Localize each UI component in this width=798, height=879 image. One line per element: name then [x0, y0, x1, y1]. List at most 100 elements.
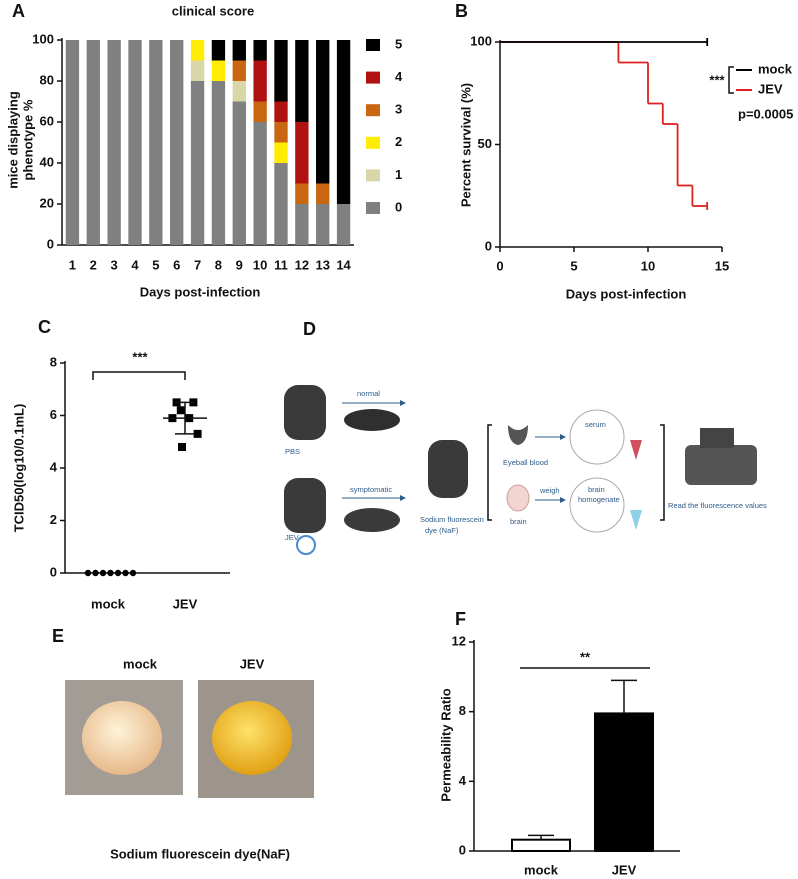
bar-segment — [336, 204, 351, 245]
diagram: normal PBS symptomatic JEV Sodium fluore… — [284, 385, 767, 555]
bar-segment — [86, 40, 100, 245]
x-axis-label: Days post-infection — [566, 286, 687, 301]
x-tick-label: JEV — [173, 596, 198, 611]
panel-letter: E — [52, 626, 64, 646]
bar-segment — [295, 40, 309, 122]
bar-segment — [149, 40, 163, 245]
x-tick-label: 7 — [194, 257, 201, 272]
y-tick-label: 50 — [478, 136, 492, 151]
legend-label: 3 — [395, 102, 402, 117]
data-point — [178, 443, 186, 451]
legend-label: mock — [758, 61, 793, 76]
panel-letter: B — [455, 1, 468, 21]
data-point — [193, 429, 202, 438]
y-axis-label: TCID50(log10/0.1mL) — [11, 404, 26, 533]
x-tick-label: mock — [524, 862, 559, 877]
zoom-circle — [569, 409, 625, 465]
y-tick-label: 8 — [459, 703, 466, 718]
y-tick-label: 0 — [485, 238, 492, 253]
x-tick-label: 14 — [336, 257, 351, 272]
diagram-label: serum — [585, 420, 606, 429]
legend-swatch — [366, 202, 380, 214]
diagram-label: brain — [510, 517, 527, 526]
x-tick-label: 8 — [215, 257, 222, 272]
x-tick-label: 13 — [315, 257, 329, 272]
legend-swatch — [366, 104, 380, 117]
bar-segment — [211, 60, 226, 81]
data-point — [176, 406, 185, 415]
diagram-label: symptomatic — [350, 485, 392, 494]
y-tick-label: 0 — [459, 842, 466, 857]
bar-segment — [232, 101, 246, 245]
y-tick-label: 8 — [50, 354, 57, 369]
x-tick-label: 2 — [90, 257, 97, 272]
x-tick-label: 15 — [715, 258, 729, 273]
y-axis-label: phenotype % — [20, 99, 35, 180]
bar-segment — [274, 40, 288, 102]
x-tick-label: 12 — [295, 257, 309, 272]
significance-bracket — [728, 66, 734, 94]
x-tick-label: 9 — [236, 257, 243, 272]
bar-segment — [170, 40, 184, 245]
bar-segment — [316, 183, 330, 204]
y-tick-label: 0 — [50, 564, 57, 579]
brain-icon — [506, 484, 530, 512]
legend-label: 4 — [395, 69, 403, 84]
x-tick-label: 11 — [274, 257, 288, 272]
bar — [594, 712, 654, 852]
x-axis-label: Days post-infection — [140, 284, 261, 299]
bar-segment — [107, 40, 121, 245]
bar-segment — [295, 183, 309, 204]
bar-segment — [274, 142, 288, 163]
photo-label: JEV — [240, 656, 265, 671]
y-tick-label: 6 — [50, 407, 57, 422]
x-tick-label: 0 — [496, 258, 503, 273]
legend-label: JEV — [758, 81, 783, 96]
reader — [685, 445, 757, 485]
data-point — [107, 569, 114, 577]
bar-segment — [232, 40, 246, 61]
bar-segment — [190, 60, 205, 81]
eye-icon — [508, 425, 528, 445]
bar-segment — [274, 122, 288, 143]
photos: mock JEV Sodium fluorescein dye(NaF) — [65, 656, 314, 861]
x-tick-label: mock — [91, 596, 126, 611]
bar-segment — [65, 40, 80, 245]
data-point — [114, 569, 122, 577]
bar-segment — [253, 101, 267, 122]
bar-segment — [274, 101, 288, 122]
significance: *** — [132, 349, 148, 364]
p-value: p=0.0005 — [738, 106, 793, 121]
legend-swatch — [366, 169, 380, 182]
x-tick-label: 5 — [152, 257, 159, 272]
legend-label: 5 — [395, 36, 402, 51]
x-tick-label: 6 — [173, 257, 180, 272]
bar-segment — [295, 122, 309, 184]
bar-segment — [253, 60, 267, 102]
legend-label: 0 — [395, 199, 402, 214]
photo-label: mock — [123, 656, 158, 671]
reader-screen — [700, 428, 734, 448]
x-tick-label: 10 — [641, 258, 655, 273]
data-point — [84, 569, 92, 577]
x-tick-label: 4 — [131, 257, 139, 272]
legend-swatch — [366, 71, 380, 84]
bar-segment — [190, 40, 205, 61]
bracket — [487, 424, 492, 521]
significance: *** — [709, 72, 725, 87]
x-tick-label: 1 — [69, 257, 76, 272]
mouse-icon — [284, 385, 326, 440]
diagram-label: JEV — [285, 533, 299, 542]
diagram-label: PBS — [285, 447, 300, 456]
y-tick-label: 100 — [470, 33, 492, 48]
diagram-label: dye (NaF) — [425, 526, 459, 535]
panel-letter: F — [455, 609, 466, 629]
brain-photo — [82, 701, 162, 775]
data-point — [92, 569, 99, 577]
y-axis-label: Permeability Ratio — [438, 688, 453, 801]
bar-segment — [190, 81, 205, 245]
data-point — [122, 569, 129, 577]
legend-label: 2 — [395, 134, 402, 149]
bar-segment — [253, 40, 267, 61]
